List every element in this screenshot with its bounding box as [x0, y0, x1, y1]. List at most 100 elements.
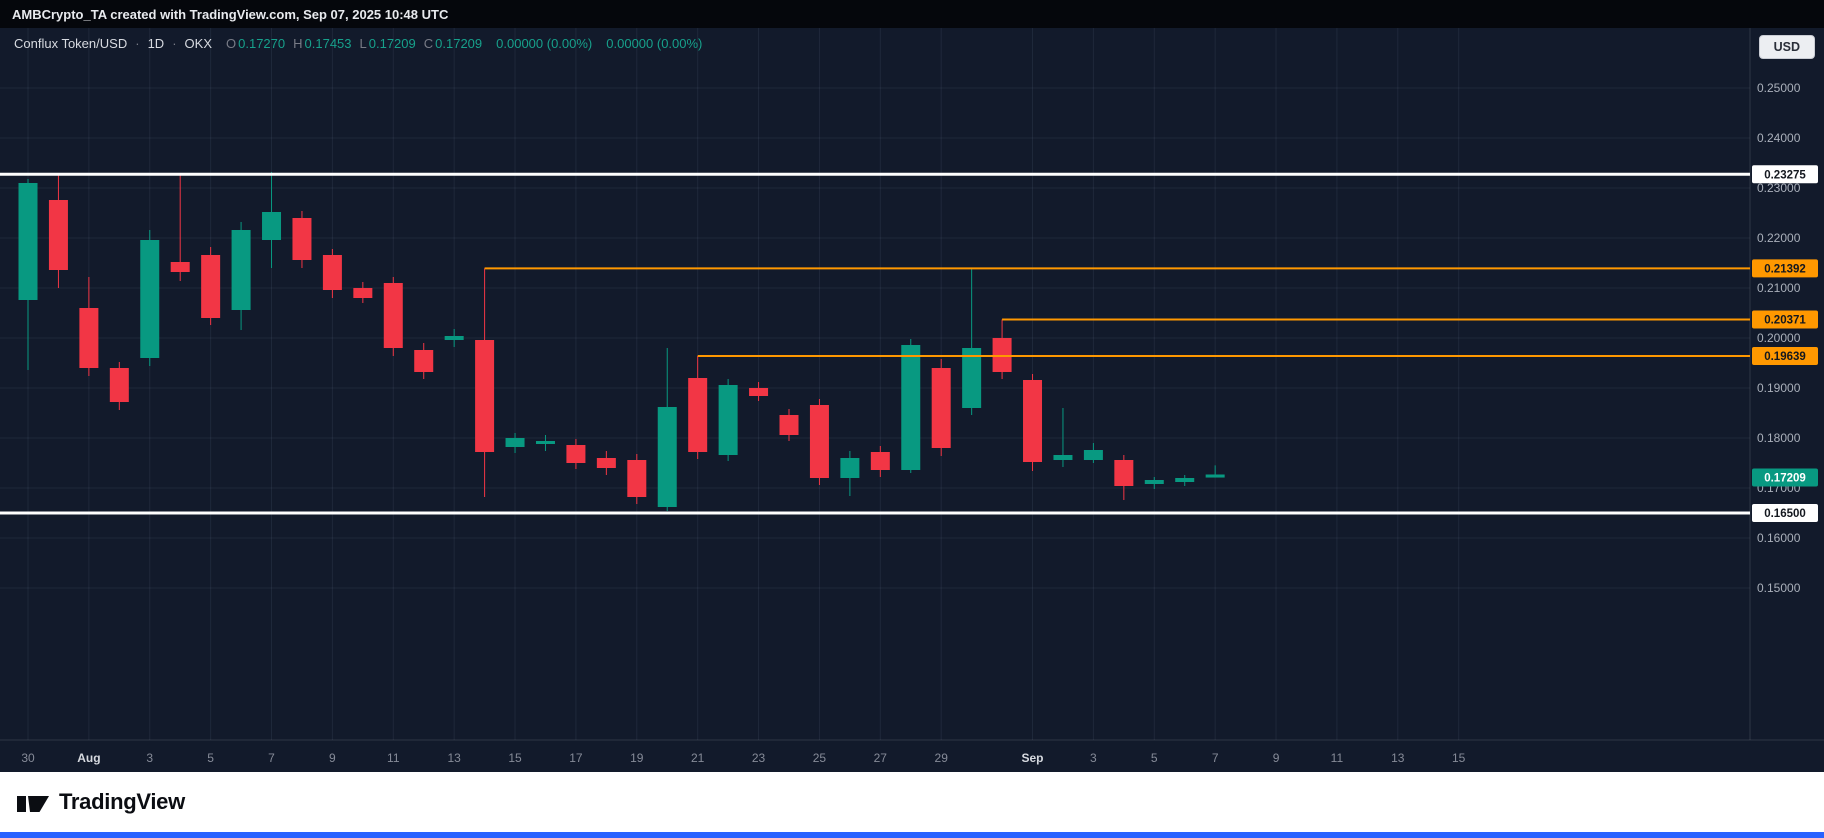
svg-text:0.24000: 0.24000 — [1757, 131, 1801, 145]
svg-text:0.20371: 0.20371 — [1764, 314, 1806, 326]
svg-text:9: 9 — [1273, 751, 1280, 765]
chart-grid — [0, 28, 1824, 741]
candle — [79, 277, 99, 376]
candle — [231, 222, 251, 330]
candle — [992, 319, 1012, 379]
low-value: 0.17209 — [368, 36, 416, 51]
candlestick-series — [18, 172, 1225, 511]
svg-text:15: 15 — [508, 751, 522, 765]
candle — [444, 329, 464, 347]
change-absolute: 0.00000 (0.00%) — [496, 36, 593, 51]
svg-text:29: 29 — [935, 751, 949, 765]
price-chart-canvas[interactable]: 0.25000 0.24000 0.23000 0.22000 0.21000 0.200… — [0, 28, 1824, 772]
candle — [292, 211, 312, 268]
candle — [657, 348, 677, 511]
bottom-accent-strip — [0, 832, 1824, 838]
svg-text:0.25000: 0.25000 — [1757, 81, 1801, 95]
candle — [109, 362, 129, 410]
candle — [18, 179, 38, 370]
svg-text:0.19639: 0.19639 — [1764, 351, 1806, 363]
candle — [1144, 477, 1164, 489]
svg-text:0.20000: 0.20000 — [1757, 331, 1801, 345]
svg-text:0.18000: 0.18000 — [1757, 431, 1801, 445]
svg-text:3: 3 — [1090, 751, 1097, 765]
candle — [840, 451, 860, 496]
candle — [414, 343, 434, 379]
time-axis[interactable] — [0, 740, 1750, 772]
svg-text:0.21392: 0.21392 — [1764, 263, 1806, 275]
candle — [1175, 475, 1195, 486]
candle — [140, 230, 160, 366]
svg-text:21: 21 — [691, 751, 705, 765]
candle — [505, 433, 525, 453]
svg-text:0.16000: 0.16000 — [1757, 531, 1801, 545]
price-axis[interactable] — [1750, 28, 1824, 740]
tradingview-logo[interactable]: TradingView — [16, 789, 185, 815]
svg-text:0.21000: 0.21000 — [1757, 281, 1801, 295]
svg-text:5: 5 — [1151, 751, 1158, 765]
svg-text:27: 27 — [874, 751, 888, 765]
legend-separator: · — [172, 36, 177, 51]
svg-text:0.22000: 0.22000 — [1757, 231, 1801, 245]
exchange-label: OKX — [184, 36, 212, 51]
price-levels — [0, 172, 1750, 515]
svg-text:9: 9 — [329, 751, 336, 765]
svg-text:7: 7 — [268, 751, 275, 765]
candle — [870, 446, 890, 477]
interval-label[interactable]: 1D — [147, 36, 165, 51]
open-label: O — [226, 36, 237, 51]
candle — [749, 382, 769, 401]
symbol-name[interactable]: Conflux Token/USD — [14, 36, 128, 51]
svg-text:17: 17 — [569, 751, 583, 765]
svg-text:23: 23 — [752, 751, 766, 765]
candle — [1023, 374, 1043, 471]
svg-text:5: 5 — [207, 751, 214, 765]
svg-text:3: 3 — [146, 751, 153, 765]
low-label: L — [359, 36, 367, 51]
candle — [383, 277, 403, 356]
open-value: 0.17270 — [238, 36, 286, 51]
candle — [627, 454, 647, 504]
svg-text:0.19000: 0.19000 — [1757, 381, 1801, 395]
high-value: 0.17453 — [304, 36, 352, 51]
svg-text:13: 13 — [1391, 751, 1405, 765]
close-label: C — [423, 36, 434, 51]
candle — [688, 356, 708, 459]
svg-text:0.23275: 0.23275 — [1764, 169, 1806, 181]
high-label: H — [293, 36, 303, 51]
svg-text:Aug: Aug — [77, 751, 100, 765]
candle — [262, 172, 282, 268]
candle — [1083, 443, 1103, 463]
candle — [779, 409, 799, 441]
ohlc-values: O 0.17270 H 0.17453 L 0.17209 C 0.17209 — [226, 36, 482, 51]
svg-text:13: 13 — [447, 751, 461, 765]
candle — [170, 173, 190, 281]
candle — [353, 282, 373, 303]
currency-toggle-usd[interactable]: USD — [1758, 35, 1815, 59]
candle — [718, 379, 738, 461]
candle — [931, 359, 951, 456]
svg-text:11: 11 — [387, 751, 400, 765]
tradingview-logo-icon — [17, 796, 49, 812]
attribution-text: AMBCrypto_TA created with TradingView.co… — [12, 6, 449, 22]
candle — [1053, 408, 1073, 467]
attribution-bar: AMBCrypto_TA created with TradingView.co… — [0, 0, 1824, 28]
svg-text:30: 30 — [21, 751, 35, 765]
candle — [566, 439, 586, 469]
svg-text:0.17209: 0.17209 — [1764, 473, 1806, 485]
svg-text:15: 15 — [1452, 751, 1466, 765]
svg-text:19: 19 — [630, 751, 644, 765]
svg-text:7: 7 — [1212, 751, 1219, 765]
candle — [901, 339, 921, 473]
candle — [596, 451, 616, 475]
svg-text:25: 25 — [813, 751, 827, 765]
svg-text:0.23000: 0.23000 — [1757, 181, 1801, 195]
candle — [48, 174, 68, 288]
time-axis-labels: 30 Aug 3 5 7 9 11 13 15 17 19 21 23 25 27 29 Sep 3 5 7 9 11 13… — [21, 751, 1465, 765]
svg-text:0.16500: 0.16500 — [1764, 508, 1806, 520]
candle — [201, 247, 221, 325]
legend-separator: · — [135, 36, 140, 51]
footer-bar: TradingView — [0, 772, 1824, 832]
